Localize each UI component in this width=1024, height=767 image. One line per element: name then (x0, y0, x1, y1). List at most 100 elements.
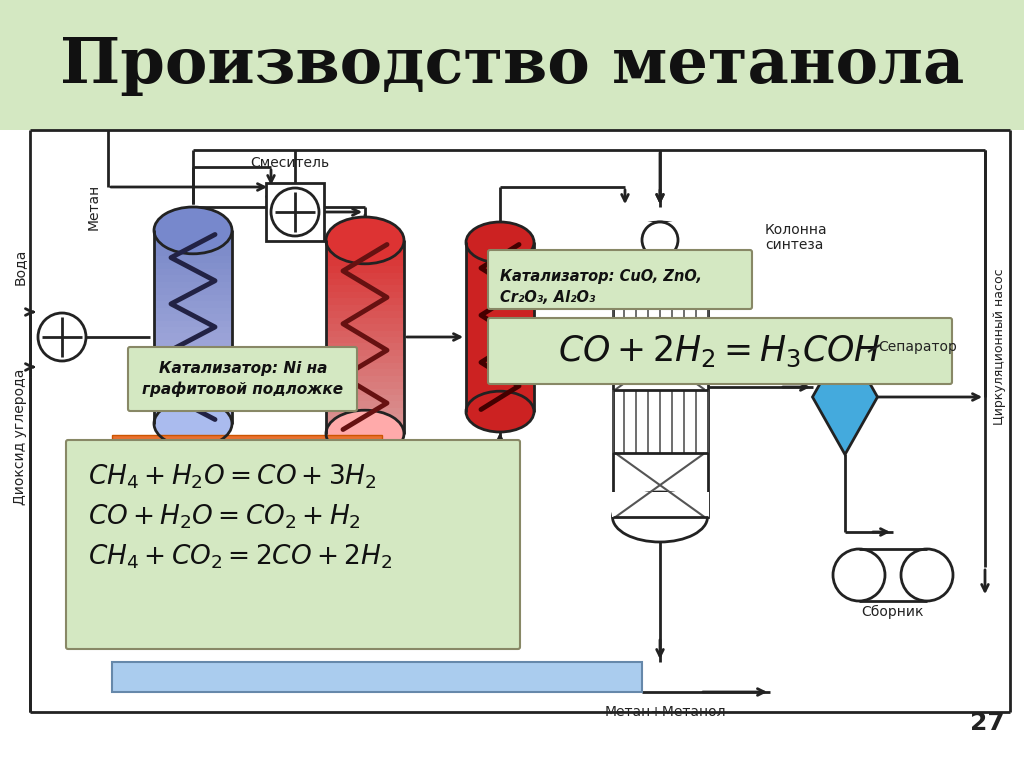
Ellipse shape (154, 400, 232, 447)
Bar (326, 376, 404, 382)
Bar (154, 347, 232, 353)
Bar (326, 421, 404, 427)
Text: Cr₂O₃, Al₂O₃: Cr₂O₃, Al₂O₃ (500, 289, 595, 304)
Bar (154, 288, 232, 295)
Bar (326, 240, 404, 247)
Text: Смеситель: Смеситель (251, 156, 330, 170)
Text: Колонна: Колонна (765, 223, 827, 237)
Text: Катализатор: Ni на
графитовой подложке: Катализатор: Ni на графитовой подложке (142, 360, 344, 397)
Bar (266, 183, 324, 241)
Bar (154, 321, 232, 327)
Bar (326, 369, 404, 376)
Text: Циркуляционный насос: Циркуляционный насос (993, 268, 1007, 426)
Text: 27: 27 (971, 711, 1005, 735)
Bar (154, 262, 232, 269)
Bar (154, 237, 232, 243)
FancyBboxPatch shape (128, 347, 357, 411)
Bar (326, 311, 404, 318)
Bar (326, 298, 404, 304)
Bar (326, 285, 404, 292)
Bar (326, 272, 404, 279)
Bar (154, 308, 232, 314)
Ellipse shape (612, 492, 708, 542)
Bar (326, 344, 404, 350)
Bar (154, 417, 232, 423)
Bar (154, 366, 232, 372)
Bar (154, 359, 232, 366)
Text: $\mathbf{\mathit{CH_4 + CO_2 = 2CO + 2H_2}}$: $\mathbf{\mathit{CH_4 + CO_2 = 2CO + 2H_… (88, 543, 392, 571)
Bar (326, 279, 404, 285)
Text: Катализатор: CuO, ZnO,: Катализатор: CuO, ZnO, (500, 269, 701, 285)
Bar (326, 318, 404, 324)
Bar (326, 357, 404, 363)
Bar (326, 350, 404, 357)
Text: Сборник: Сборник (862, 605, 925, 619)
Bar (326, 260, 404, 266)
Text: Вода: Вода (13, 249, 27, 285)
Bar (154, 269, 232, 275)
Text: $\mathbf{\mathit{CO + 2H_2 = H_3COH}}$: $\mathbf{\mathit{CO + 2H_2 = H_3COH}}$ (558, 334, 882, 369)
Bar (326, 324, 404, 331)
Bar (154, 314, 232, 321)
Bar (154, 275, 232, 282)
Bar (154, 301, 232, 308)
Bar (859, 549, 927, 601)
Circle shape (271, 188, 319, 236)
FancyBboxPatch shape (488, 318, 952, 384)
Text: синтеза: синтеза (765, 238, 823, 252)
Bar (326, 247, 404, 253)
Bar (0, 130, 1024, 767)
Bar (154, 404, 232, 410)
Text: $\mathbf{\mathit{CH_4 + H_2O = CO + 3H_2}}$: $\mathbf{\mathit{CH_4 + H_2O = CO + 3H_2… (88, 463, 377, 491)
Circle shape (642, 222, 678, 258)
Ellipse shape (466, 391, 534, 432)
Bar (326, 408, 404, 414)
Bar (154, 230, 232, 237)
Bar (326, 389, 404, 395)
Ellipse shape (326, 217, 404, 264)
Bar (466, 242, 534, 412)
Bar (326, 253, 404, 260)
Bar (326, 363, 404, 369)
Text: $\mathbf{\mathit{CO + H_2O = CO_2 + H_2}}$: $\mathbf{\mathit{CO + H_2O = CO_2 + H_2}… (88, 502, 360, 532)
Text: Метан: Метан (87, 184, 101, 230)
Bar (326, 414, 404, 421)
Bar (326, 337, 404, 344)
Bar (154, 385, 232, 391)
Bar (154, 398, 232, 404)
Text: Метан+Метанол: Метан+Метанол (604, 705, 726, 719)
Bar (154, 353, 232, 359)
Bar (326, 266, 404, 272)
Circle shape (38, 313, 86, 361)
Bar (154, 391, 232, 398)
FancyBboxPatch shape (66, 440, 520, 649)
Bar (154, 282, 232, 288)
Bar (154, 243, 232, 250)
Bar (154, 250, 232, 256)
Bar (112, 435, 382, 457)
FancyBboxPatch shape (488, 250, 752, 309)
Ellipse shape (154, 207, 232, 254)
Text: Производство метанола: Производство метанола (59, 35, 965, 96)
Bar (154, 334, 232, 340)
Bar (326, 331, 404, 337)
Text: Сепаратор: Сепаратор (878, 340, 956, 354)
Bar (154, 256, 232, 262)
Bar (326, 304, 404, 311)
Polygon shape (812, 340, 878, 455)
Bar (0, 0, 1024, 130)
Bar (154, 410, 232, 417)
Bar (154, 379, 232, 385)
Bar (154, 295, 232, 301)
Ellipse shape (612, 222, 708, 302)
Bar (154, 340, 232, 347)
Ellipse shape (901, 549, 953, 601)
Bar (326, 382, 404, 389)
Bar (326, 292, 404, 298)
Bar (611, 222, 709, 262)
Ellipse shape (466, 222, 534, 263)
Ellipse shape (833, 549, 885, 601)
Bar (326, 427, 404, 433)
Bar (154, 372, 232, 379)
Bar (326, 395, 404, 401)
